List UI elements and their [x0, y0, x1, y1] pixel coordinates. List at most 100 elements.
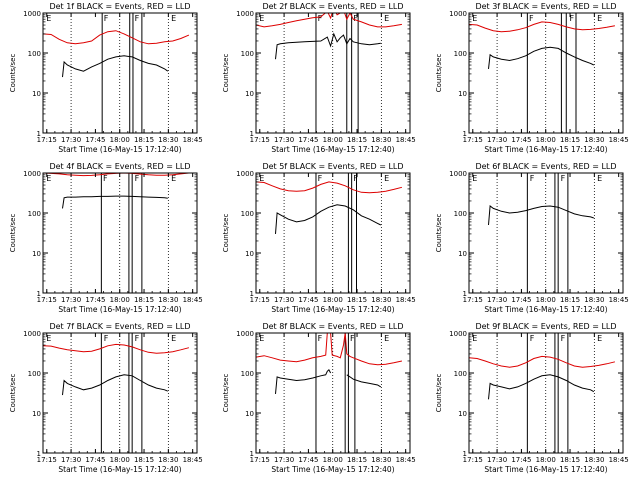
y-tick-label: 1000: [236, 10, 254, 18]
x-tick-label: 18:45: [396, 296, 416, 304]
x-tick-label: 17:30: [274, 136, 294, 144]
panel-det-4f: Det 4f BLACK = Events, RED = LLD E F F E 17:1…: [9, 162, 203, 314]
x-tick-label: 17:45: [298, 296, 318, 304]
series-lld-line: [43, 343, 190, 354]
y-tick-label: 1000: [449, 10, 467, 18]
x-tick-label: 18:00: [323, 456, 343, 464]
x-tick-label: 17:30: [61, 296, 81, 304]
marker-label: F: [530, 174, 535, 183]
y-tick-label: 1: [37, 130, 41, 138]
x-tick-label: 18:00: [536, 136, 556, 144]
y-tick-label: 100: [241, 50, 254, 58]
x-axis-label: Start Time (16-May-15 17:12:40): [271, 145, 394, 154]
x-axis-label: Start Time (16-May-15 17:12:40): [484, 465, 607, 474]
x-axis-label: Start Time (16-May-15 17:12:40): [58, 305, 181, 314]
marker-label: F: [135, 174, 140, 183]
x-tick-label: 18:30: [158, 296, 178, 304]
x-tick-label: 18:00: [110, 456, 130, 464]
y-tick-label: 1: [37, 290, 41, 298]
marker-label: F: [135, 334, 140, 343]
x-axis-label: Start Time (16-May-15 17:12:40): [271, 465, 394, 474]
x-tick-label: 17:15: [37, 296, 57, 304]
x-tick-label: 18:15: [560, 456, 580, 464]
x-tick-label: 18:00: [110, 136, 130, 144]
x-tick-label: 18:00: [110, 296, 130, 304]
y-axis-label: Counts/sec: [435, 374, 443, 413]
y-tick-label: 10: [245, 90, 254, 98]
y-tick-label: 10: [458, 250, 467, 258]
marker-label: F: [561, 174, 566, 183]
marker-label: E: [472, 174, 477, 183]
x-tick-label: 17:15: [250, 296, 270, 304]
marker-label: F: [104, 334, 109, 343]
marker-label: F: [561, 334, 566, 343]
marker-label: F: [318, 334, 323, 343]
marker-label: F: [530, 334, 535, 343]
y-axis-label: Counts/sec: [222, 54, 230, 93]
x-tick-label: 18:45: [609, 456, 629, 464]
series-events-line: [62, 195, 168, 209]
series-lld-line: [469, 21, 615, 33]
x-tick-label: 18:15: [134, 456, 154, 464]
x-tick-label: 17:30: [487, 296, 507, 304]
x-tick-label: 17:15: [250, 136, 270, 144]
series-events-line: [62, 55, 169, 78]
panel-det-8f: Det 8f BLACK = Events, RED = LLD E F F E 17:1…: [222, 322, 416, 474]
panel-title: Det 2f BLACK = Events, RED = LLD: [262, 2, 403, 11]
panel-title: Det 1f BLACK = Events, RED = LLD: [49, 2, 190, 11]
x-tick-label: 18:15: [134, 136, 154, 144]
series-lld-line: [43, 30, 190, 45]
y-tick-label: 1: [463, 450, 467, 458]
x-axis-label: Start Time (16-May-15 17:12:40): [484, 145, 607, 154]
y-axis-label: Counts/sec: [9, 214, 17, 253]
y-tick-label: 100: [454, 50, 467, 58]
x-tick-label: 17:15: [37, 456, 57, 464]
marker-label: E: [472, 334, 477, 343]
series-events-line: [275, 32, 381, 60]
panel-det-9f: Det 9f BLACK = Events, RED = LLD E F F E 17:1…: [435, 322, 629, 474]
x-tick-label: 17:45: [511, 136, 531, 144]
x-tick-label: 17:15: [463, 456, 483, 464]
x-tick-label: 18:45: [183, 456, 203, 464]
x-tick-label: 17:30: [274, 456, 294, 464]
x-tick-label: 17:15: [250, 456, 270, 464]
series-lld-line: [256, 13, 402, 28]
marker-label: E: [259, 14, 264, 23]
marker-label: E: [171, 14, 176, 23]
panel-det-3f: Det 3f BLACK = Events, RED = LLD E F F E 17:1…: [435, 2, 629, 154]
x-tick-label: 18:00: [323, 136, 343, 144]
marker-label: F: [103, 174, 108, 183]
y-tick-label: 10: [458, 90, 467, 98]
x-axis-label: Start Time (16-May-15 17:12:40): [484, 305, 607, 314]
x-tick-label: 18:45: [609, 296, 629, 304]
y-tick-label: 1000: [236, 170, 254, 178]
y-tick-label: 1000: [23, 170, 41, 178]
y-axis-label: Counts/sec: [435, 214, 443, 253]
marker-label: F: [135, 14, 140, 23]
x-tick-label: 17:15: [463, 136, 483, 144]
marker-label: F: [570, 14, 575, 23]
x-tick-label: 18:30: [584, 136, 604, 144]
y-tick-label: 100: [241, 370, 254, 378]
marker-label: E: [259, 334, 264, 343]
y-tick-label: 100: [454, 370, 467, 378]
y-tick-label: 100: [454, 210, 467, 218]
series-events-line: [488, 205, 594, 226]
y-axis-label: Counts/sec: [9, 54, 17, 93]
marker-label: E: [171, 334, 176, 343]
x-tick-label: 17:30: [487, 136, 507, 144]
marker-label: E: [597, 14, 602, 23]
marker-label: E: [384, 334, 389, 343]
panel-title: Det 7f BLACK = Events, RED = LLD: [49, 322, 190, 331]
x-tick-label: 18:00: [536, 296, 556, 304]
series-events-line: [62, 374, 169, 396]
panel-title: Det 9f BLACK = Events, RED = LLD: [475, 322, 616, 331]
y-tick-label: 1: [250, 130, 254, 138]
panel-title: Det 8f BLACK = Events, RED = LLD: [262, 322, 403, 331]
x-tick-label: 18:15: [560, 136, 580, 144]
marker-label: E: [384, 174, 389, 183]
marker-label: F: [318, 174, 323, 183]
y-tick-label: 10: [32, 410, 41, 418]
marker-label: E: [259, 174, 264, 183]
x-tick-label: 18:15: [347, 136, 367, 144]
